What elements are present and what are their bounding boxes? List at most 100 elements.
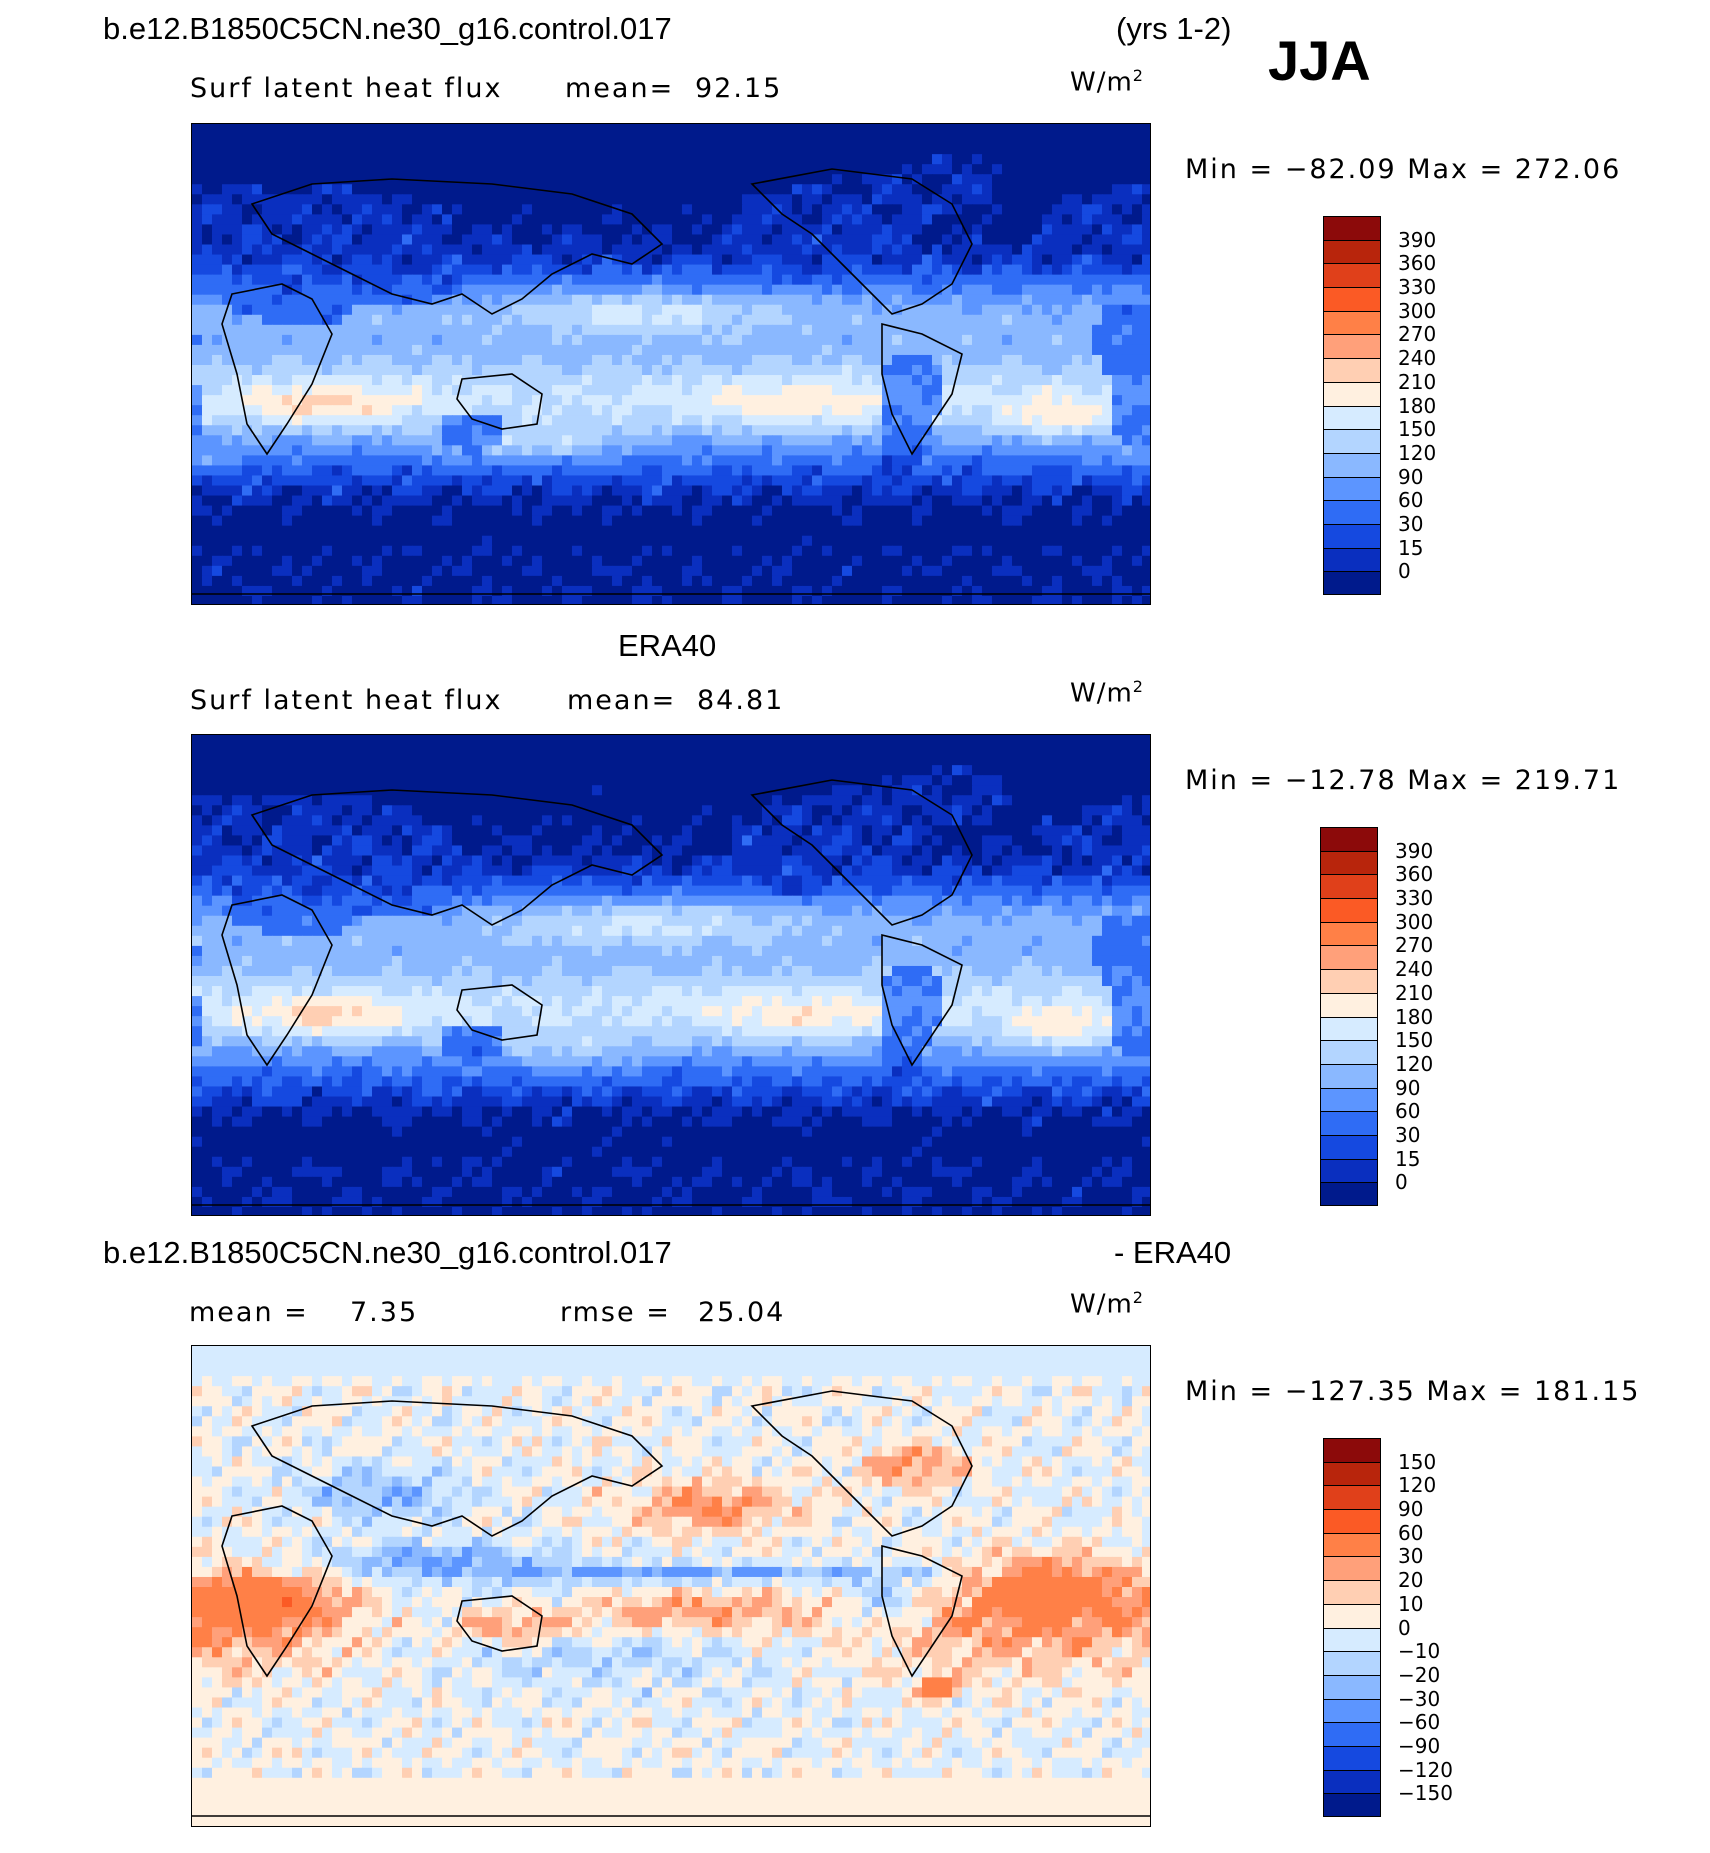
panel2-mean-value: 84.81 [697,685,785,716]
colorbar-label: 15 [1398,535,1424,560]
colorbar-label: 210 [1398,369,1437,394]
panel3-title-right: - ERA40 [1114,1235,1232,1270]
colorbar-swatch [1324,217,1380,241]
colorbar-swatch [1324,382,1380,407]
colorbar-label: 120 [1398,1473,1437,1498]
colorbar-swatch [1321,1135,1377,1160]
colorbar-label: 210 [1395,980,1434,1005]
colorbar-swatch [1321,922,1377,947]
panel1-minmax: Min = −82.09 Max = 272.06 [1185,154,1622,185]
colorbar-swatch [1324,1723,1380,1747]
colorbar-label: 150 [1395,1028,1434,1053]
colorbar-label: 240 [1398,346,1437,371]
colorbar-label: 60 [1398,1520,1424,1545]
panel1-mean-label: mean= [565,73,675,104]
panel2-mean-label: mean= [567,685,677,716]
colorbar-label: 300 [1398,298,1437,323]
colorbar-swatch [1324,1581,1380,1605]
panel2-colorbar [1320,827,1378,1206]
panel1-map [191,123,1151,605]
panel3-title: b.e12.B1850C5CN.ne30_g16.control.017 [103,1235,672,1270]
colorbar-label: 60 [1395,1099,1421,1124]
panel3-map [191,1345,1151,1827]
colorbar-swatch [1324,406,1380,431]
colorbar-label: 30 [1398,511,1424,536]
panel2-minmax: Min = −12.78 Max = 219.71 [1185,765,1622,796]
colorbar-swatch [1324,501,1380,525]
panel3-mean-label: mean = [189,1297,309,1328]
colorbar-swatch [1324,1439,1380,1463]
colorbar-swatch [1324,1533,1380,1558]
colorbar-label: −120 [1398,1757,1453,1782]
panel1-colorbar [1323,216,1381,595]
colorbar-swatch [1321,899,1377,923]
colorbar-label: 270 [1398,322,1437,347]
colorbar-swatch [1321,1064,1377,1089]
colorbar-swatch [1324,1675,1380,1700]
colorbar-swatch [1324,1699,1380,1724]
colorbar-swatch [1324,1604,1380,1629]
colorbar-swatch [1321,828,1377,852]
colorbar-label: −90 [1398,1733,1441,1758]
panel3-rmse-value: 25.04 [698,1297,786,1328]
colorbar-label: −10 [1398,1639,1441,1664]
colorbar-swatch [1324,548,1380,573]
colorbar-label: −20 [1398,1662,1441,1687]
colorbar-swatch [1321,1017,1377,1042]
colorbar-swatch [1324,1486,1380,1511]
colorbar-swatch [1321,970,1377,994]
panel2-variable: Surf latent heat flux [190,685,503,716]
colorbar-label: 90 [1398,1497,1424,1522]
panel3-mean-value: 7.35 [350,1297,419,1328]
colorbar-label: 300 [1395,909,1434,934]
colorbar-label: 0 [1395,1170,1408,1195]
colorbar-swatch [1321,1159,1377,1184]
panel3-colorbar [1323,1438,1381,1817]
colorbar-swatch [1324,311,1380,336]
colorbar-label: 360 [1395,862,1434,887]
colorbar-label: 60 [1398,488,1424,513]
colorbar-label: 15 [1395,1146,1421,1171]
panel3-rmse-label: rmse = [560,1297,671,1328]
colorbar-label: 270 [1395,933,1434,958]
colorbar-swatch [1324,1652,1380,1676]
colorbar-label: 30 [1398,1544,1424,1569]
colorbar-label: 150 [1398,417,1437,442]
colorbar-swatch [1321,946,1377,971]
panel1-units: W/m2 [1070,66,1144,98]
colorbar-swatch [1324,524,1380,549]
colorbar-label: 0 [1398,1615,1411,1640]
colorbar-swatch [1324,1462,1380,1487]
case-name: b.e12.B1850C5CN.ne30_g16.control.017 [103,11,672,46]
colorbar-swatch [1324,1770,1380,1795]
colorbar-label: 180 [1398,393,1437,418]
colorbar-swatch [1324,335,1380,360]
colorbar-label: 180 [1395,1004,1434,1029]
season-label: JJA [1268,29,1371,92]
colorbar-label: 10 [1398,1591,1424,1616]
colorbar-swatch [1321,1112,1377,1136]
panel2-units: W/m2 [1070,677,1144,709]
colorbar-label: 90 [1398,464,1424,489]
colorbar-label: 90 [1395,1075,1421,1100]
colorbar-swatch [1324,288,1380,312]
colorbar-swatch [1324,359,1380,383]
colorbar-swatch [1324,572,1380,594]
colorbar-swatch [1324,1510,1380,1534]
colorbar-swatch [1324,1794,1380,1816]
colorbar-label: 240 [1395,957,1434,982]
colorbar-label: 360 [1398,251,1437,276]
colorbar-swatch [1321,1088,1377,1113]
colorbar-swatch [1324,1557,1380,1582]
colorbar-swatch [1321,875,1377,900]
colorbar-swatch [1324,264,1380,289]
colorbar-label: 150 [1398,1449,1437,1474]
colorbar-label: 0 [1398,559,1411,584]
colorbar-label: 120 [1395,1051,1434,1076]
colorbar-swatch [1324,477,1380,502]
colorbar-label: 120 [1398,440,1437,465]
colorbar-swatch [1324,240,1380,265]
panel1-variable: Surf latent heat flux [190,73,503,104]
panel1-mean-value: 92.15 [695,73,783,104]
colorbar-swatch [1321,1183,1377,1205]
